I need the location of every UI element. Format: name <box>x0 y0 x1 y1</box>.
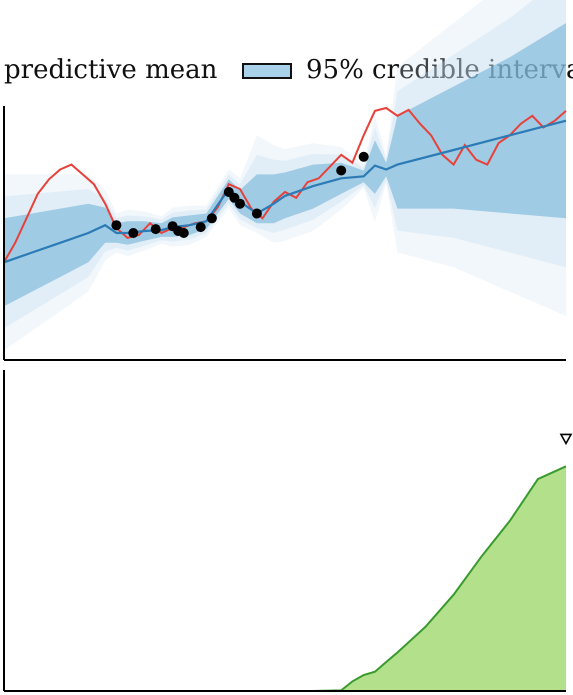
next-query-marker <box>559 433 573 446</box>
observation-point <box>128 228 139 238</box>
observation-point <box>195 222 206 233</box>
legend-label-predictive-mean: predictive mean <box>4 55 218 85</box>
credible-band-2 <box>4 0 566 329</box>
true-function-line <box>3 106 567 263</box>
observation-point <box>206 213 217 224</box>
legend-swatch-credible-interval <box>242 63 292 79</box>
observation-point <box>235 198 245 209</box>
observation-point <box>111 220 122 231</box>
observation-point <box>336 165 347 176</box>
posterior-panel <box>3 0 567 361</box>
acquisition-area <box>4 466 566 691</box>
acquisition-panel <box>3 370 573 692</box>
credible-band-3 <box>4 23 566 307</box>
observation-point <box>178 228 189 238</box>
observation-point <box>358 151 369 162</box>
observation-point <box>251 208 262 219</box>
observation-point <box>150 224 161 235</box>
